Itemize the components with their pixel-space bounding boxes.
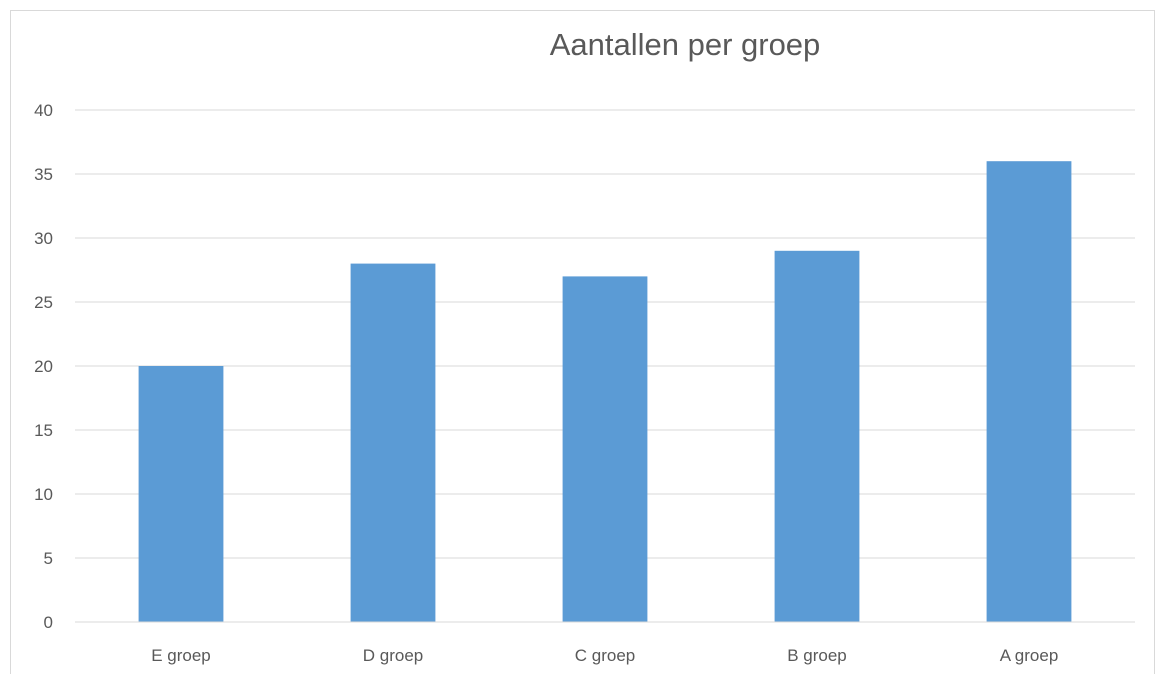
x-tick-label: E groep bbox=[151, 646, 211, 665]
y-tick-label: 10 bbox=[34, 485, 53, 504]
x-tick-label: B groep bbox=[787, 646, 847, 665]
bar bbox=[138, 366, 224, 622]
y-tick-label: 35 bbox=[34, 165, 53, 184]
chart-title: Aantallen per groep bbox=[550, 27, 821, 62]
y-tick-label: 25 bbox=[34, 293, 53, 312]
y-tick-label: 5 bbox=[44, 549, 53, 568]
bar bbox=[562, 276, 648, 622]
y-tick-label: 0 bbox=[44, 613, 53, 632]
bar bbox=[774, 250, 860, 623]
y-tick-label: 15 bbox=[34, 421, 53, 440]
bars bbox=[138, 161, 1072, 623]
y-tick-label: 30 bbox=[34, 229, 53, 248]
y-axis-tick-labels: 0 5 10 15 20 25 30 35 40 bbox=[34, 101, 53, 632]
y-tick-label: 20 bbox=[34, 357, 53, 376]
bar bbox=[986, 161, 1072, 622]
x-axis-tick-labels: E groep D groep C groep B groep A groep bbox=[151, 646, 1058, 665]
x-tick-label: A groep bbox=[1000, 646, 1059, 665]
x-tick-label: C groep bbox=[575, 646, 635, 665]
x-tick-label: D groep bbox=[363, 646, 423, 665]
bar bbox=[350, 263, 436, 622]
y-tick-label: 40 bbox=[34, 101, 53, 120]
chart-frame bbox=[10, 10, 1155, 674]
